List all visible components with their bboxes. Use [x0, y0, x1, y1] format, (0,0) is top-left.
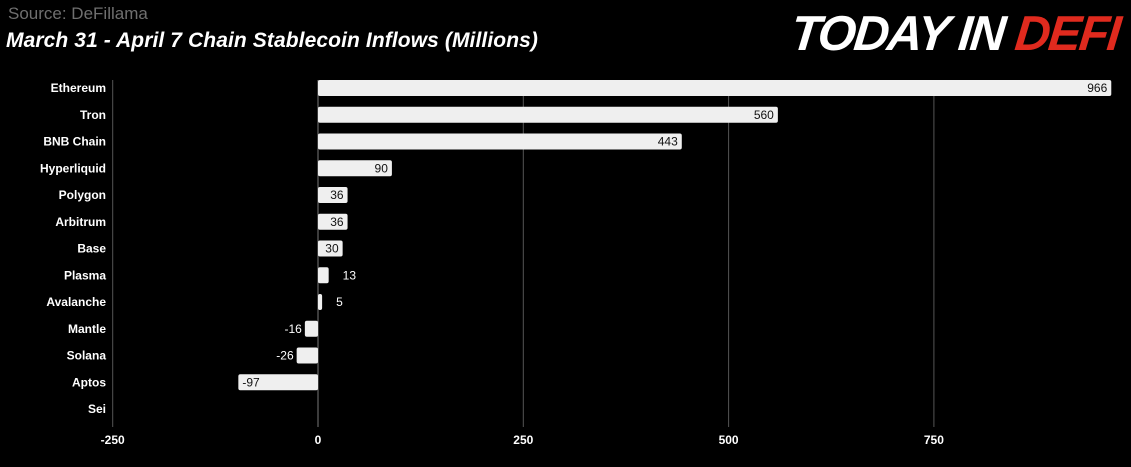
data-label: 5 [336, 295, 343, 309]
category-label: Tron [80, 108, 106, 122]
category-label: BNB Chain [43, 135, 106, 149]
bar [318, 106, 778, 123]
data-label: -26 [276, 349, 294, 363]
bar [318, 267, 329, 284]
data-label: 36 [330, 215, 344, 229]
category-label: Mantle [68, 322, 106, 336]
bar [318, 80, 1112, 96]
category-label: Sei [88, 402, 106, 416]
data-label: 36 [330, 188, 344, 202]
category-label: Polygon [59, 188, 106, 202]
category-label: Avalanche [46, 295, 106, 309]
category-label: Ethereum [51, 81, 106, 95]
data-label: 13 [343, 268, 357, 282]
data-label: -97 [242, 375, 260, 389]
data-label: 30 [325, 242, 339, 256]
bar [238, 374, 318, 391]
category-label: Base [77, 242, 106, 256]
bar [318, 213, 348, 230]
data-label: 966 [1087, 81, 1107, 95]
source-note: Source: DeFillama [8, 4, 148, 23]
category-label: Arbitrum [55, 215, 106, 229]
x-tick-label: 500 [719, 433, 739, 447]
bar [318, 133, 682, 150]
x-tick-label: 250 [513, 433, 533, 447]
bar [304, 320, 318, 337]
category-label: Aptos [72, 375, 106, 389]
chart-title: March 31 - April 7 Chain Stablecoin Infl… [6, 29, 539, 52]
bar [296, 347, 318, 364]
x-tick-label: -250 [101, 433, 125, 447]
data-label: 90 [375, 161, 389, 175]
category-label: Hyperliquid [40, 161, 106, 175]
data-label: 560 [754, 108, 774, 122]
bar [318, 240, 343, 257]
bar [318, 160, 392, 177]
bar [318, 294, 323, 310]
bar [318, 187, 348, 203]
category-label: Solana [67, 349, 107, 363]
category-label: Plasma [64, 268, 106, 282]
x-tick-label: 750 [924, 433, 944, 447]
data-label: -16 [285, 322, 303, 336]
x-tick-label: 0 [315, 433, 322, 447]
data-label: 443 [658, 135, 678, 149]
